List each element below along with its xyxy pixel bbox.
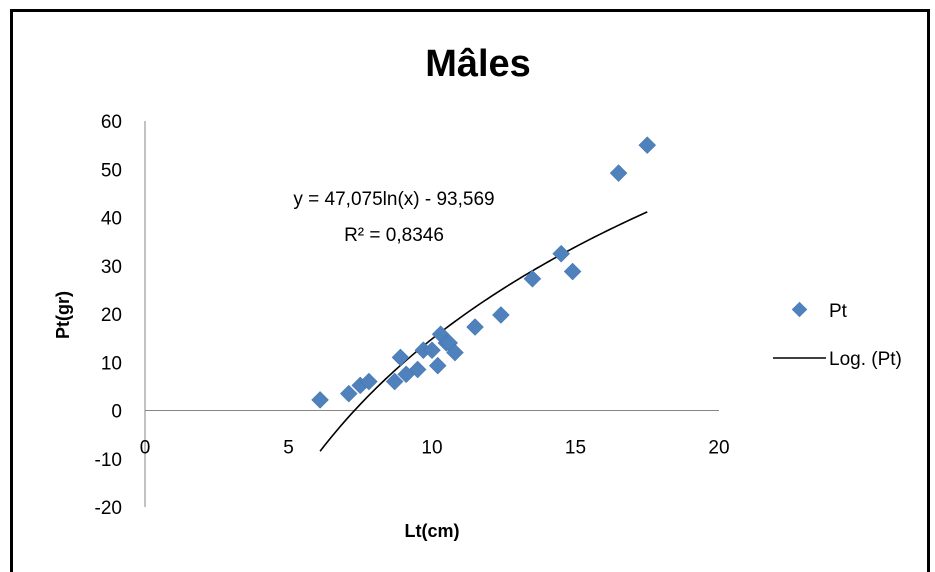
data-point — [360, 372, 378, 391]
data-points — [311, 136, 657, 409]
trendline-equation: y = 47,075ln(x) - 93,569 — [293, 189, 494, 210]
chart-frame — [10, 9, 930, 572]
data-point — [311, 391, 329, 409]
y-tick-labels: -20 -10 0 10 20 30 40 50 60 — [95, 112, 122, 519]
x-tick-label: 5 — [283, 438, 294, 459]
data-point — [423, 341, 441, 360]
data-point — [563, 262, 582, 281]
y-tick-label: 10 — [101, 353, 122, 374]
y-tick-label: -20 — [95, 498, 122, 519]
y-axis-title: Pt(gr) — [53, 291, 73, 339]
chart-title: Mâles — [425, 43, 531, 85]
x-tick-label: 10 — [421, 438, 442, 459]
data-point — [609, 164, 628, 182]
x-axis-title: Lt(cm) — [405, 521, 460, 541]
data-point — [492, 306, 510, 324]
legend-marker-pt — [791, 301, 808, 318]
y-tick-label: 0 — [111, 402, 122, 423]
axes — [144, 121, 719, 507]
y-tick-label: 40 — [101, 209, 122, 230]
y-tick-label: 20 — [101, 305, 122, 326]
x-tick-label: 15 — [565, 438, 586, 459]
data-point — [339, 384, 358, 403]
data-point — [466, 318, 484, 336]
data-point — [391, 348, 410, 367]
y-tick-label: 60 — [101, 112, 122, 133]
data-point — [552, 244, 571, 263]
y-tick-label: 30 — [101, 257, 122, 278]
trendline — [319, 211, 648, 452]
data-point — [446, 343, 464, 362]
data-point — [638, 136, 657, 154]
y-tick-label: -10 — [95, 450, 122, 471]
x-tick-label: 0 — [140, 438, 151, 459]
data-point — [523, 269, 542, 288]
r-squared-label: R² = 0,8346 — [344, 225, 444, 246]
legend-label-pt: Pt — [829, 301, 848, 322]
x-tick-label: 20 — [708, 438, 729, 459]
legend-label-log: Log. (Pt) — [829, 349, 902, 370]
y-tick-label: 50 — [101, 160, 122, 181]
x-tick-labels: 0 5 10 15 20 — [140, 438, 730, 459]
legend: Pt Log. (Pt) — [773, 301, 902, 370]
data-point — [428, 356, 447, 375]
data-point — [385, 372, 404, 391]
data-point — [408, 360, 427, 379]
